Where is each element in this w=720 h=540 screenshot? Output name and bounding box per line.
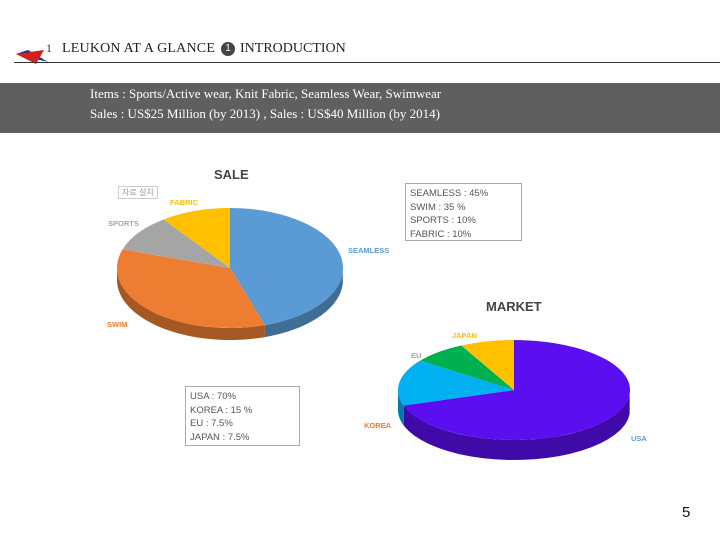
- pie-sale-slice-fabric: [163, 208, 230, 268]
- pie-market-slice-usa: [403, 340, 630, 440]
- company-logo-icon: [16, 50, 48, 64]
- sale-legend-line: SWIM : 35 %: [410, 201, 466, 213]
- market-legend-line: KOREA : 15 %: [190, 404, 253, 416]
- pie-market-slice-japan: [461, 340, 514, 390]
- sale-label-swim: SWIM: [107, 320, 128, 329]
- pie-sale-slice-sports: [122, 219, 230, 268]
- summary-items: Items : Sports/Active wear, Knit Fabric,…: [90, 86, 442, 101]
- stamp-label: 자료 설치: [118, 186, 158, 199]
- market-legend-line: JAPAN : 7.5%: [190, 431, 250, 443]
- pie-market: [398, 340, 630, 460]
- page-number: 5: [682, 504, 691, 521]
- sale-chart-title: SALE: [214, 167, 249, 182]
- sale-legend-box: SEAMLESS : 45% SWIM : 35 % SPORTS : 10% …: [405, 183, 522, 241]
- pie-market-side-usa: [403, 393, 630, 460]
- header-divider: [14, 62, 720, 63]
- market-chart-title: MARKET: [486, 299, 542, 314]
- market-label-japan: JAPAN: [452, 331, 477, 340]
- market-legend-line: USA : 70%: [190, 391, 236, 402]
- pie-sale-side-seamless: [264, 271, 343, 338]
- pie-sale-slice-seamless: [230, 208, 343, 326]
- sale-legend-line: FABRIC : 10%: [410, 228, 472, 240]
- pie-market-slice-korea: [398, 360, 514, 406]
- section-number-badge: 1: [221, 42, 235, 56]
- market-label-usa: USA: [631, 434, 647, 443]
- section-title: INTRODUCTION: [240, 41, 346, 56]
- market-label-eu: EU: [411, 351, 422, 360]
- pie-sale-side-swim: [117, 268, 265, 340]
- sale-label-seamless: SEAMLESS: [348, 246, 390, 255]
- market-legend-box: USA : 70% KOREA : 15 % EU : 7.5% JAPAN :…: [185, 386, 300, 446]
- pie-sale: [117, 208, 343, 340]
- sale-label-fabric: FABRIC: [170, 198, 198, 207]
- pie-sale-slice-swim: [117, 249, 265, 328]
- market-label-korea: KOREA: [364, 421, 392, 430]
- header-bullet: 1: [46, 41, 52, 55]
- pie-market-side-korea: [398, 390, 404, 426]
- sale-label-sports: SPORTS: [108, 219, 139, 228]
- header-title: LEUKON AT A GLANCE: [62, 41, 216, 56]
- market-legend-line: EU : 7.5%: [190, 418, 233, 429]
- pie-market-slice-eu: [420, 345, 514, 390]
- sale-legend-line: SPORTS : 10%: [410, 215, 476, 226]
- sale-legend-line: SEAMLESS : 45%: [410, 188, 489, 199]
- summary-sales: Sales : US$25 Million (by 2013) , Sales …: [90, 106, 440, 121]
- summary-band: Items : Sports/Active wear, Knit Fabric,…: [0, 83, 720, 133]
